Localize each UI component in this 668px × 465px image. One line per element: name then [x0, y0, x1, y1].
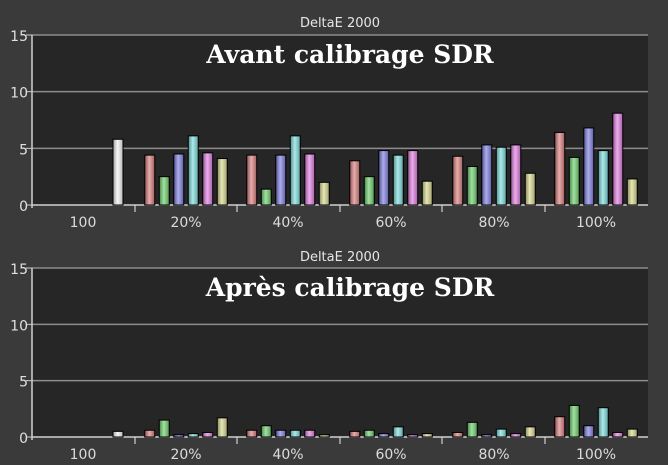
bar [349, 160, 361, 206]
bar [304, 429, 316, 438]
plot-area [32, 268, 648, 437]
bar [421, 433, 433, 438]
bar [187, 433, 199, 438]
x-tick-label: 40% [272, 447, 303, 463]
bar [583, 127, 595, 206]
bar [378, 150, 390, 206]
bar [173, 153, 185, 206]
bar [392, 426, 404, 438]
chart-title: Avant calibrage SDR [205, 40, 494, 69]
x-tick-label: 80% [478, 215, 509, 231]
bar [363, 176, 375, 206]
chart-title: Après calibrage SDR [205, 273, 495, 302]
bar [466, 165, 478, 206]
bar [524, 172, 536, 206]
bar [158, 176, 170, 206]
chart-before: DeltaE 2000 0 5 10 15 100 20% 40% 60% 80% 100% Avan… [10, 16, 648, 231]
y-tick-label: 10 [10, 86, 28, 102]
bar [275, 429, 287, 438]
x-tick-label: 100% [576, 447, 616, 463]
bar [481, 434, 493, 438]
bar [216, 417, 228, 438]
bar [466, 421, 478, 438]
bar [112, 138, 124, 206]
x-tick-label: 100 [70, 215, 97, 231]
bar [554, 131, 566, 206]
plot-area [32, 35, 648, 205]
bar [260, 425, 272, 438]
bar [612, 112, 624, 206]
bar [495, 146, 507, 206]
bar [583, 425, 595, 438]
chart-caption: DeltaE 2000 [300, 16, 380, 31]
bar [289, 135, 301, 206]
bar [452, 431, 464, 438]
y-tick-label: 10 [10, 318, 28, 334]
bar [626, 428, 638, 438]
y-tick-label: 5 [19, 375, 28, 391]
bar [597, 407, 609, 438]
bar [158, 419, 170, 438]
bar [202, 152, 214, 206]
y-tick-label: 0 [19, 199, 28, 215]
bar [510, 433, 522, 438]
bar [304, 153, 316, 206]
bar [612, 431, 624, 438]
x-tick-label: 80% [478, 447, 509, 463]
bar [112, 430, 124, 438]
bar [260, 188, 272, 206]
bar [246, 429, 258, 438]
bar [568, 156, 580, 206]
x-tick-label: 100 [70, 447, 97, 463]
chart-caption: DeltaE 2000 [300, 250, 380, 265]
bar [554, 416, 566, 438]
bar [349, 430, 361, 438]
bar [144, 154, 156, 206]
bar [495, 428, 507, 438]
bar [275, 154, 287, 206]
y-tick-label: 0 [19, 431, 28, 447]
x-tick-label: 60% [375, 447, 406, 463]
bar [510, 144, 522, 206]
bar [568, 404, 580, 438]
y-tick-label: 15 [10, 29, 28, 45]
bar [363, 429, 375, 438]
bar [407, 434, 419, 438]
bar [289, 429, 301, 438]
x-tick-label: 20% [170, 215, 201, 231]
bar [318, 434, 330, 438]
x-tick-label: 60% [375, 215, 406, 231]
bar [187, 135, 199, 206]
bar [626, 178, 638, 206]
y-tick-label: 15 [10, 262, 28, 278]
bar [421, 180, 433, 206]
bar [392, 154, 404, 206]
bar [144, 429, 156, 438]
bar [246, 154, 258, 206]
bar [597, 150, 609, 206]
y-tick-label: 5 [19, 142, 28, 158]
x-tick-label: 100% [576, 215, 616, 231]
bar [452, 155, 464, 206]
bar [318, 181, 330, 206]
bar [524, 426, 536, 438]
bar [216, 158, 228, 206]
bar [173, 434, 185, 438]
chart-after: DeltaE 2000 0 5 10 15 100 20% 40% 60% 80% 100% Aprè… [10, 250, 648, 463]
bar [202, 431, 214, 438]
x-tick-label: 40% [272, 215, 303, 231]
bar [378, 433, 390, 438]
x-tick-label: 20% [170, 447, 201, 463]
bar [407, 150, 419, 206]
bar [481, 144, 493, 206]
